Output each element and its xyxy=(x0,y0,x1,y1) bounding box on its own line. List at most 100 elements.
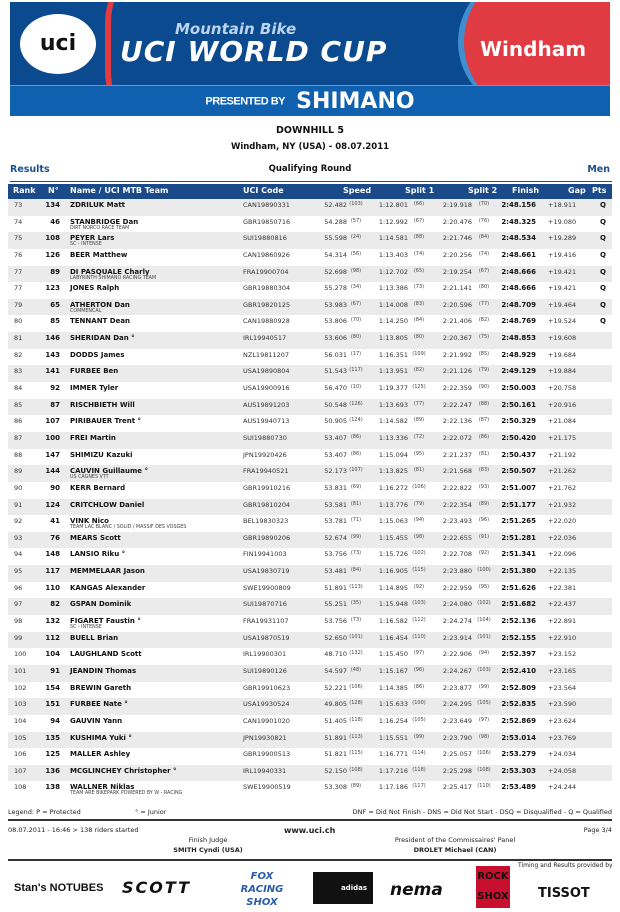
speed-rank: (99) xyxy=(350,533,362,540)
split1-time: 1:15.455 xyxy=(378,533,408,542)
rank: 74 xyxy=(14,217,23,226)
rank: 104 xyxy=(14,716,27,725)
president-name: DROLET Michael (CAN) xyxy=(413,846,497,854)
rank: 99 xyxy=(14,633,23,642)
footer-website[interactable]: www.uci.ch xyxy=(284,826,336,835)
table-row: 104 94 GAUVIN Yann CAN19901020 51.405 (118) 1:… xyxy=(8,715,612,732)
adidas-logo: adidas xyxy=(313,872,373,904)
shimano-logo: SHIMANO xyxy=(296,89,415,114)
split2-rank: (104) xyxy=(477,617,491,624)
uci-code: USA19900916 xyxy=(243,384,290,393)
col-split2: Split 2 xyxy=(468,186,498,195)
speed-rank: (113) xyxy=(349,733,363,740)
col-split1: Split 1 xyxy=(405,186,435,195)
rank: 77 xyxy=(14,267,23,276)
split2-rank: (110) xyxy=(477,783,491,790)
split2-time: 2:24.267 xyxy=(442,666,472,675)
speed-rank: (69) xyxy=(350,483,362,490)
speed: 52.221 xyxy=(324,683,347,692)
rider-name: LAUGHLAND Scott xyxy=(70,650,142,659)
uci-code: USA19830719 xyxy=(243,567,290,576)
table-row: 97 82 GSPAN Dominik SUI19870716 55.251 (35) 1:… xyxy=(8,598,612,616)
table-row: 96 110 KANGAS Alexander SWE19900809 51.891 (1… xyxy=(8,582,612,599)
finish-time: 2:49.129 xyxy=(501,367,536,376)
table-row: 73 134 ZDRILUK Matt CAN19890331 52.482 (103) 1… xyxy=(8,199,612,216)
split1-rank: (86) xyxy=(413,683,425,690)
rank: 86 xyxy=(14,417,23,426)
footer-timestamp: 08.07.2011 - 16:46 > 138 riders started xyxy=(8,826,139,834)
bib-number: 85 xyxy=(50,317,60,326)
table-header: Rank N° Name / UCI MTB Team UCI Code Spe… xyxy=(8,184,612,199)
split2-rank: (99) xyxy=(478,683,490,690)
split1-rank: (125) xyxy=(412,384,426,391)
rank: 85 xyxy=(14,400,23,409)
uci-code: AUS19940713 xyxy=(243,417,290,426)
uci-code: SWE19900809 xyxy=(243,583,291,592)
legend-junior: ° = Junior xyxy=(135,808,167,816)
uci-code: BEL19830323 xyxy=(243,517,289,526)
split1-rank: (66) xyxy=(413,201,425,207)
speed: 53.831 xyxy=(324,483,347,492)
finish-time: 2:50.161 xyxy=(501,400,536,409)
finish-time: 2:51.682 xyxy=(501,600,536,609)
category-label: Men xyxy=(587,164,610,175)
split1-time: 1:13.825 xyxy=(378,467,408,476)
split1-time: 1:16.905 xyxy=(378,567,408,576)
split1-time: 1:12.702 xyxy=(378,267,408,276)
bib-number: 147 xyxy=(45,450,60,459)
points: Q xyxy=(600,267,606,276)
bib-number: 138 xyxy=(45,783,60,792)
speed: 51.821 xyxy=(324,750,347,759)
speed: 53.581 xyxy=(324,500,347,509)
finish-time: 2:51.265 xyxy=(501,517,536,526)
gap: +22.437 xyxy=(548,600,577,609)
bib-number: 124 xyxy=(45,500,60,509)
finish-time: 2:53.303 xyxy=(501,766,536,775)
uci-code: GBR19910623 xyxy=(243,683,291,692)
uci-code: FRA19931107 xyxy=(243,617,289,626)
banner-subtitle: Mountain Bike xyxy=(175,20,297,38)
split2-rank: (96) xyxy=(478,517,490,524)
finish-time: 2:51.380 xyxy=(501,567,536,576)
gap: +24.034 xyxy=(548,750,577,759)
split2-time: 2:20.596 xyxy=(442,300,472,309)
gap: +23.165 xyxy=(548,666,577,675)
gap: +20.758 xyxy=(548,384,577,393)
team-name: COMMENCAL xyxy=(70,308,102,314)
speed: 55.251 xyxy=(324,600,347,609)
table-row: 85 87 RISCHBIETH Will AUS19891203 50.548 (126… xyxy=(8,398,612,416)
rider-name: KANGAS Alexander xyxy=(70,583,146,592)
rank: 100 xyxy=(14,650,27,659)
split2-time: 2:24.274 xyxy=(442,617,472,626)
points: Q xyxy=(600,201,606,209)
split2-rank: (102) xyxy=(477,600,491,607)
speed: 51.405 xyxy=(324,716,347,725)
gap: +22.096 xyxy=(548,550,577,559)
split2-time: 2:22.247 xyxy=(442,400,472,409)
uci-code: AUS19891203 xyxy=(243,400,290,409)
speed-rank: (118) xyxy=(349,716,363,723)
split2-time: 2:23.877 xyxy=(442,683,472,692)
split1-rank: (94) xyxy=(413,517,425,524)
split2-rank: (106) xyxy=(477,750,491,757)
speed: 55.278 xyxy=(324,284,347,293)
points: Q xyxy=(600,217,606,226)
speed: 52.698 xyxy=(324,267,347,276)
table-row: 89 144 CAUVIN Guillaume ° US CAGNES VTT FRA1… xyxy=(8,465,612,482)
speed: 49.805 xyxy=(324,700,347,709)
gap: +19.416 xyxy=(548,250,577,259)
split1-rank: (82) xyxy=(413,367,425,374)
finish-time: 2:52.869 xyxy=(501,716,536,725)
split2-time: 2:21.406 xyxy=(442,317,472,326)
gap: +22.910 xyxy=(548,633,577,642)
split2-rank: (91) xyxy=(478,533,490,540)
table-row: 76 126 BEER Matthew CAN19860926 54.314 (56) 1:… xyxy=(8,249,612,266)
uci-code: SUI19880730 xyxy=(243,433,287,442)
table-row: 77 89 DI PASQUALE Charly LABYRINTH SHIMANO … xyxy=(8,265,612,283)
split2-rank: (81) xyxy=(478,450,490,457)
col-code: UCI Code xyxy=(243,186,284,195)
gap: +21.175 xyxy=(548,433,577,442)
rider-name: VINK Nico xyxy=(70,517,109,526)
split1-rank: (77) xyxy=(413,400,425,407)
event-title: DOWNHILL 5 xyxy=(276,125,344,136)
